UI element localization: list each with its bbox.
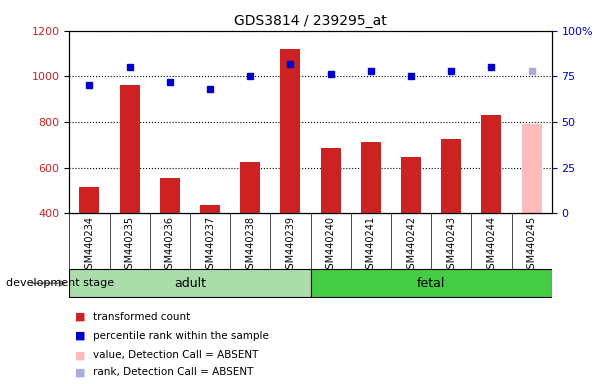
Text: GSM440241: GSM440241 — [366, 216, 376, 275]
Text: ■: ■ — [75, 350, 86, 360]
Text: GSM440236: GSM440236 — [165, 216, 175, 275]
Text: ■: ■ — [75, 367, 86, 377]
Text: GSM440245: GSM440245 — [526, 216, 537, 275]
Text: GSM440242: GSM440242 — [406, 216, 416, 275]
Bar — [401, 157, 421, 213]
Text: GSM440237: GSM440237 — [205, 216, 215, 275]
Bar — [80, 187, 99, 213]
Text: GSM440234: GSM440234 — [84, 216, 95, 275]
Text: GSM440238: GSM440238 — [245, 216, 255, 275]
Text: GSM440243: GSM440243 — [446, 216, 456, 275]
Bar — [441, 139, 461, 213]
Text: transformed count: transformed count — [93, 312, 191, 322]
Bar — [361, 142, 381, 213]
Text: ■: ■ — [75, 312, 86, 322]
Bar — [481, 115, 502, 213]
Bar — [160, 178, 180, 213]
Text: GSM440239: GSM440239 — [285, 216, 295, 275]
Bar — [311, 270, 552, 297]
Text: development stage: development stage — [6, 278, 114, 288]
Text: GSM440244: GSM440244 — [487, 216, 496, 275]
Bar — [69, 270, 311, 297]
Bar — [522, 124, 541, 213]
Text: rank, Detection Call = ABSENT: rank, Detection Call = ABSENT — [93, 367, 254, 377]
Title: GDS3814 / 239295_at: GDS3814 / 239295_at — [234, 14, 387, 28]
Text: GSM440235: GSM440235 — [125, 216, 134, 275]
Text: ■: ■ — [75, 331, 86, 341]
Bar — [240, 162, 260, 213]
Text: fetal: fetal — [417, 277, 446, 290]
Text: value, Detection Call = ABSENT: value, Detection Call = ABSENT — [93, 350, 259, 360]
Bar — [200, 205, 220, 213]
Bar — [321, 148, 341, 213]
Text: GSM440240: GSM440240 — [326, 216, 336, 275]
Bar — [280, 49, 300, 213]
Text: adult: adult — [174, 277, 206, 290]
Text: percentile rank within the sample: percentile rank within the sample — [93, 331, 270, 341]
Bar — [119, 86, 140, 213]
